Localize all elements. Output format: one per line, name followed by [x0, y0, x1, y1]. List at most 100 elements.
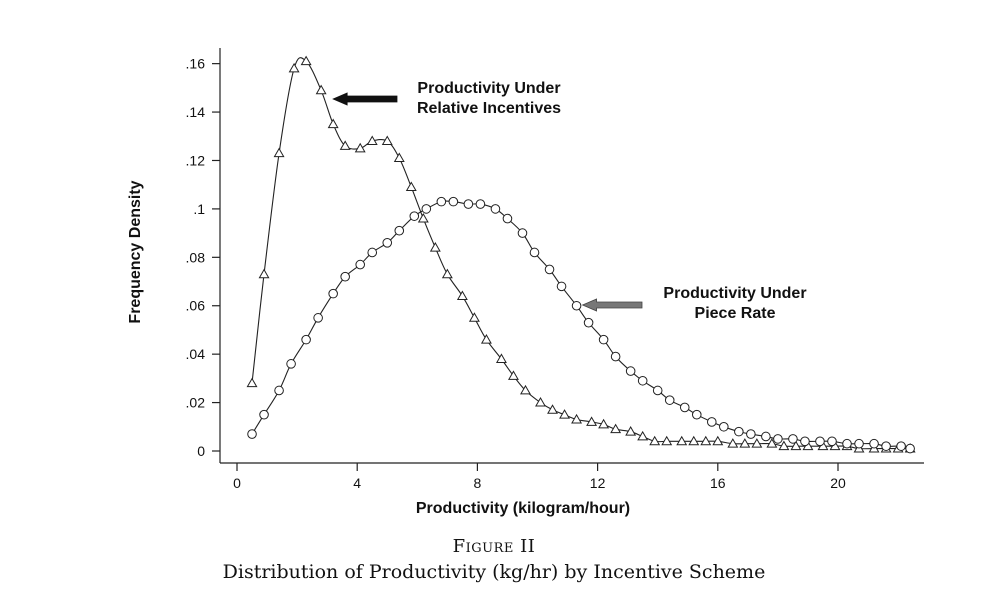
arrow-icon [581, 298, 643, 312]
triangle-marker [739, 438, 751, 448]
triangle-marker [381, 135, 393, 146]
triangle-marker [535, 396, 546, 407]
circle-marker [746, 429, 756, 439]
triangle-marker [751, 438, 763, 448]
x-tick-label: 4 [353, 475, 361, 491]
y-tick-label: 0 [197, 443, 205, 459]
triangle-marker [637, 430, 649, 441]
x-tick-label: 16 [710, 475, 726, 491]
annotation-label: Productivity Under [663, 285, 806, 302]
triangle-marker [417, 212, 429, 223]
triangle-marker [790, 440, 802, 451]
figure-caption: Distribution of Productivity (kg/hr) by … [222, 561, 766, 583]
triangle-marker [246, 377, 258, 388]
y-tick-label: .12 [186, 152, 206, 168]
triangle-marker [480, 334, 492, 344]
triangle-marker [456, 290, 468, 301]
circle-marker [800, 436, 810, 447]
x-axis-ticks: 0 4 8 12 16 20 [233, 463, 846, 491]
y-axis-title: Frequency Density [127, 180, 144, 323]
triangle-marker [610, 423, 622, 434]
triangle-marker [339, 140, 351, 150]
triangle-marker [688, 435, 700, 446]
circle-marker [761, 431, 771, 442]
triangle-marker [625, 426, 637, 436]
circle-marker [679, 402, 690, 413]
x-axis-title: Productivity (kilogram/hour) [416, 500, 630, 517]
circle-marker [625, 366, 636, 376]
circle-marker [854, 438, 864, 449]
circle-marker [881, 441, 891, 451]
circle-marker [247, 429, 257, 439]
circle-marker [409, 211, 420, 221]
triangle-marker [700, 435, 712, 446]
y-tick-label: .1 [193, 201, 205, 217]
circle-marker [259, 409, 269, 420]
triangle-marker [393, 152, 405, 163]
circle-marker [328, 288, 338, 299]
triangle-marker [441, 268, 453, 279]
triangle-marker [429, 242, 441, 252]
circle-marker [436, 196, 447, 207]
circle-marker [301, 334, 311, 345]
triangle-marker [366, 135, 378, 146]
triangle-marker [520, 384, 531, 395]
circle-marker [869, 438, 879, 449]
triangle-marker [571, 413, 583, 424]
x-tick-label: 8 [474, 475, 482, 491]
circle-marker [583, 317, 594, 328]
circle-marker [598, 334, 609, 345]
circle-marker [637, 375, 648, 386]
circle-marker [286, 359, 296, 369]
circle-marker [827, 436, 837, 447]
triangle-marker [547, 404, 558, 414]
circle-marker [448, 196, 459, 207]
circle-marker [463, 199, 474, 209]
circle-marker [340, 271, 350, 282]
circle-marker [529, 247, 540, 258]
circle-marker [691, 409, 702, 420]
x-tick-label: 12 [590, 475, 606, 491]
triangle-marker [727, 438, 739, 448]
circle-marker [382, 237, 393, 248]
series-piece-rate [247, 196, 915, 454]
circle-marker [706, 417, 717, 427]
triangle-marker [273, 147, 285, 158]
arrow-icon [332, 92, 398, 106]
y-tick-label: .16 [186, 56, 206, 72]
triangle-marker [288, 62, 300, 73]
series-line [251, 57, 911, 450]
circle-marker [517, 228, 528, 238]
triangle-marker [300, 55, 312, 66]
triangle-marker [766, 438, 778, 448]
circle-marker [815, 436, 825, 447]
triangle-marker [495, 353, 507, 363]
circle-marker [490, 204, 501, 214]
circle-marker [734, 426, 744, 437]
circle-marker [502, 213, 513, 224]
triangle-marker [661, 435, 673, 446]
annotation-label: Piece Rate [695, 305, 776, 322]
annotation-label: Relative Incentives [417, 100, 561, 117]
triangle-marker [559, 409, 571, 419]
triangle-marker [258, 268, 270, 279]
circle-marker [475, 199, 486, 209]
x-tick-label: 0 [233, 475, 241, 491]
circle-marker [652, 385, 663, 396]
y-tick-label: .02 [186, 395, 206, 411]
circle-marker [421, 204, 432, 214]
triangle-marker [315, 84, 327, 95]
circle-marker [544, 264, 555, 275]
triangle-marker [598, 418, 610, 429]
triangle-marker [468, 312, 480, 322]
plot-area: 0 .02 .04 .06 .08 .1 .12 .14 .16 0 4 8 12 16 20 Produ… [186, 48, 924, 491]
triangle-marker [405, 181, 417, 192]
circle-marker [664, 395, 675, 405]
circle-marker [719, 421, 729, 432]
x-tick-label: 20 [830, 475, 846, 491]
y-axis-ticks: 0 .02 .04 .06 .08 .1 .12 .14 .16 [186, 56, 220, 459]
circle-marker [905, 443, 915, 454]
circle-marker [788, 434, 798, 444]
